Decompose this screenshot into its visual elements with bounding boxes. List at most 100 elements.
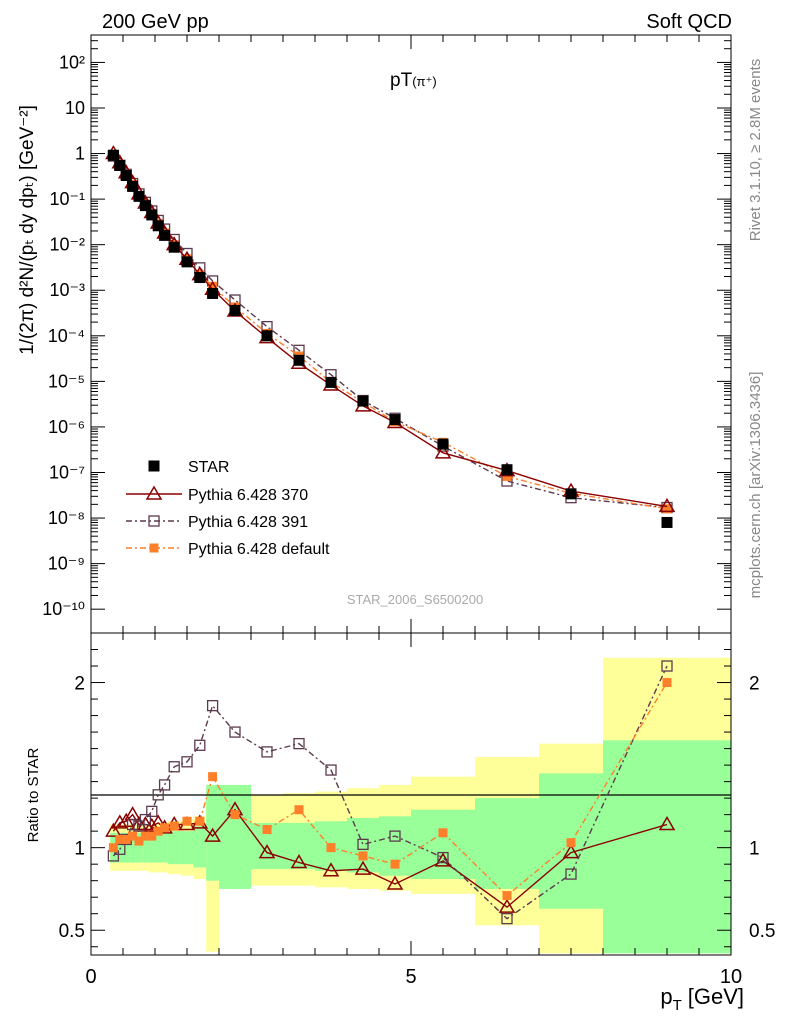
ratio-point-pythia-6-428-370 (290, 854, 308, 869)
ratio-band-inner-segment (135, 832, 143, 863)
ratio-y-tick-label-right: 0.5 (749, 921, 775, 942)
main-point-star (133, 190, 145, 202)
ratio-point-pythia-6-428-default (438, 828, 448, 838)
ratio-point-pythia-6-428-370 (498, 898, 516, 913)
ratio-point-pythia-6-428-default (326, 843, 336, 853)
ratio-point-pythia-6-428-default (140, 831, 150, 841)
ratio-series-layer (105, 660, 676, 925)
main-y-tick-label: 10⁻⁵ (48, 371, 85, 391)
ratio-point-pythia-6-428-391 (126, 818, 139, 831)
ratio-band-inner-segment (161, 832, 168, 863)
ratio-band-inner-segment (219, 784, 251, 889)
legend-marker-pythia-6-428-391 (148, 515, 160, 527)
legend-label-pythia-6-428-391: Pythia 6.428 391 (188, 514, 308, 531)
ratio-band-inner-segment (347, 817, 379, 873)
main-point-star (181, 256, 193, 268)
ratio-point-pythia-6-428-370 (386, 875, 404, 890)
ratio-point-pythia-6-428-370 (354, 860, 372, 875)
main-plot: 10⁻¹⁰ 10⁻⁹ 10⁻⁸ 10⁻⁷ 10⁻⁶ 10⁻⁵ 10⁻⁴ 10⁻³ 10⁻² 10⁻… (17, 34, 732, 634)
ratio-point-pythia-6-428-370 (658, 816, 676, 831)
main-y-tick-label: 10⁻³ (49, 280, 85, 300)
ratio-point-pythia-6-428-370 (111, 814, 129, 829)
ratio-band-inner-segment (603, 740, 731, 954)
ratio-point-pythia-6-428-default (169, 821, 179, 831)
ratio-point-pythia-6-428-default (121, 834, 131, 844)
main-point-star (146, 209, 158, 221)
main-point-star (127, 180, 139, 192)
main-point-star (229, 304, 241, 316)
main-point-star (261, 330, 273, 342)
ratio-point-pythia-6-428-391 (661, 660, 673, 672)
main-y-tick-label: 10⁻¹ (49, 189, 85, 209)
legend-label-pythia-6-428-default: Pythia 6.428 default (188, 541, 330, 558)
ratio-point-pythia-6-428-default (195, 816, 205, 826)
ratio-point-pythia-6-428-370 (322, 862, 340, 877)
ratio-band-inner-segment (129, 832, 136, 863)
legend-marker-star (148, 460, 160, 472)
ratio-point-pythia-6-428-default (502, 891, 512, 901)
main-point-pythia-6-428-default (662, 504, 672, 514)
ratio-point-pythia-6-428-default (566, 838, 576, 848)
ratio-point-pythia-6-428-default (115, 834, 125, 844)
ratio-point-pythia-6-428-default (147, 831, 157, 841)
main-y-tick-label: 10⁻⁹ (48, 554, 85, 574)
main-point-star (437, 438, 449, 450)
header-right: Soft QCD (646, 11, 732, 33)
ratio-band-inner-segment (142, 832, 149, 863)
main-y-tick-label: 10⁻⁴ (48, 326, 85, 346)
main-plot-frame (90, 34, 732, 634)
legend-label-star: STAR (188, 459, 229, 476)
main-point-star (661, 516, 673, 528)
ratio-band-inner-segment (123, 832, 130, 863)
ratio-axes: 0.5 0.5 1 1 2 2 0 5 10 (59, 633, 775, 988)
main-y-axis-label: 1/(2π) d²N/(pₜ dy dpₜ) [GeV⁻²] (17, 105, 38, 355)
ratio-band-inner-segment (116, 832, 123, 863)
ratio-band-inner-segment (283, 822, 315, 870)
x-tick-label: 0 (85, 966, 96, 988)
ratio-band-inner-segment (155, 832, 162, 863)
ratio-point-pythia-6-428-391 (437, 851, 449, 864)
ratio-point-pythia-6-428-default (294, 805, 304, 815)
main-point-pythia-6-428-370 (658, 497, 676, 513)
ratio-point-pythia-6-428-391 (261, 746, 273, 758)
ratio-point-pythia-6-428-391 (181, 756, 193, 768)
ratio-point-pythia-6-428-391 (565, 868, 577, 880)
legend-marker-pythia-6-428-370 (145, 485, 163, 500)
main-point-star (357, 395, 369, 407)
main-y-tick-label: 10⁻⁸ (48, 508, 85, 528)
x-axis-label: pT [GeV] (660, 984, 744, 1014)
x-tick-label: 10 (720, 966, 742, 988)
x-tick-label: 5 (405, 966, 416, 988)
ratio-point-pythia-6-428-default (160, 823, 170, 833)
main-y-tick-label: 10 (65, 98, 85, 118)
main-plot-title: pT(π⁺) (390, 70, 437, 91)
ratio-y-tick-label-left: 2 (74, 674, 85, 695)
main-point-star (168, 241, 180, 253)
ratio-band-inner-segment (411, 809, 475, 880)
ratio-band-inner-segment (167, 831, 181, 865)
ratio-band-inner-segment (475, 798, 539, 889)
ratio-point-pythia-6-428-391 (133, 820, 145, 832)
ratio-y-tick-label-left: 1 (74, 839, 85, 860)
watermark: STAR_2006_S6500200 (347, 592, 483, 607)
ratio-point-pythia-6-428-391 (229, 726, 241, 738)
main-y-tick-label: 10⁻⁶ (48, 417, 85, 437)
ratio-point-pythia-6-428-391 (389, 830, 401, 842)
ratio-point-pythia-6-428-default (390, 859, 400, 869)
main-point-star (565, 488, 577, 500)
side-text-top: Rivet 3.1.10, ≥ 2.8M events (747, 59, 764, 242)
ratio-point-pythia-6-428-370 (258, 844, 276, 859)
legend-label-pythia-6-428-370: Pythia 6.428 370 (188, 487, 308, 504)
ratio-point-pythia-6-428-391 (293, 737, 305, 750)
main-point-star (159, 229, 171, 241)
ratio-point-pythia-6-428-default (182, 816, 192, 826)
main-y-tick-label: 1 (75, 144, 85, 164)
ratio-point-pythia-6-428-default (262, 825, 272, 835)
ratio-point-pythia-6-428-391 (325, 764, 337, 776)
legend: STAR Pythia 6.428 370 Pythia 6.428 391 Pyth… (126, 459, 330, 558)
main-y-tick-label: 10⁻¹⁰ (42, 599, 85, 619)
ratio-point-pythia-6-428-370 (105, 822, 122, 837)
main-line-pythia-6-428-391 (112, 155, 668, 509)
main-y-tick-label: 10⁻⁷ (49, 462, 85, 482)
ratio-point-pythia-6-428-391 (146, 805, 158, 817)
